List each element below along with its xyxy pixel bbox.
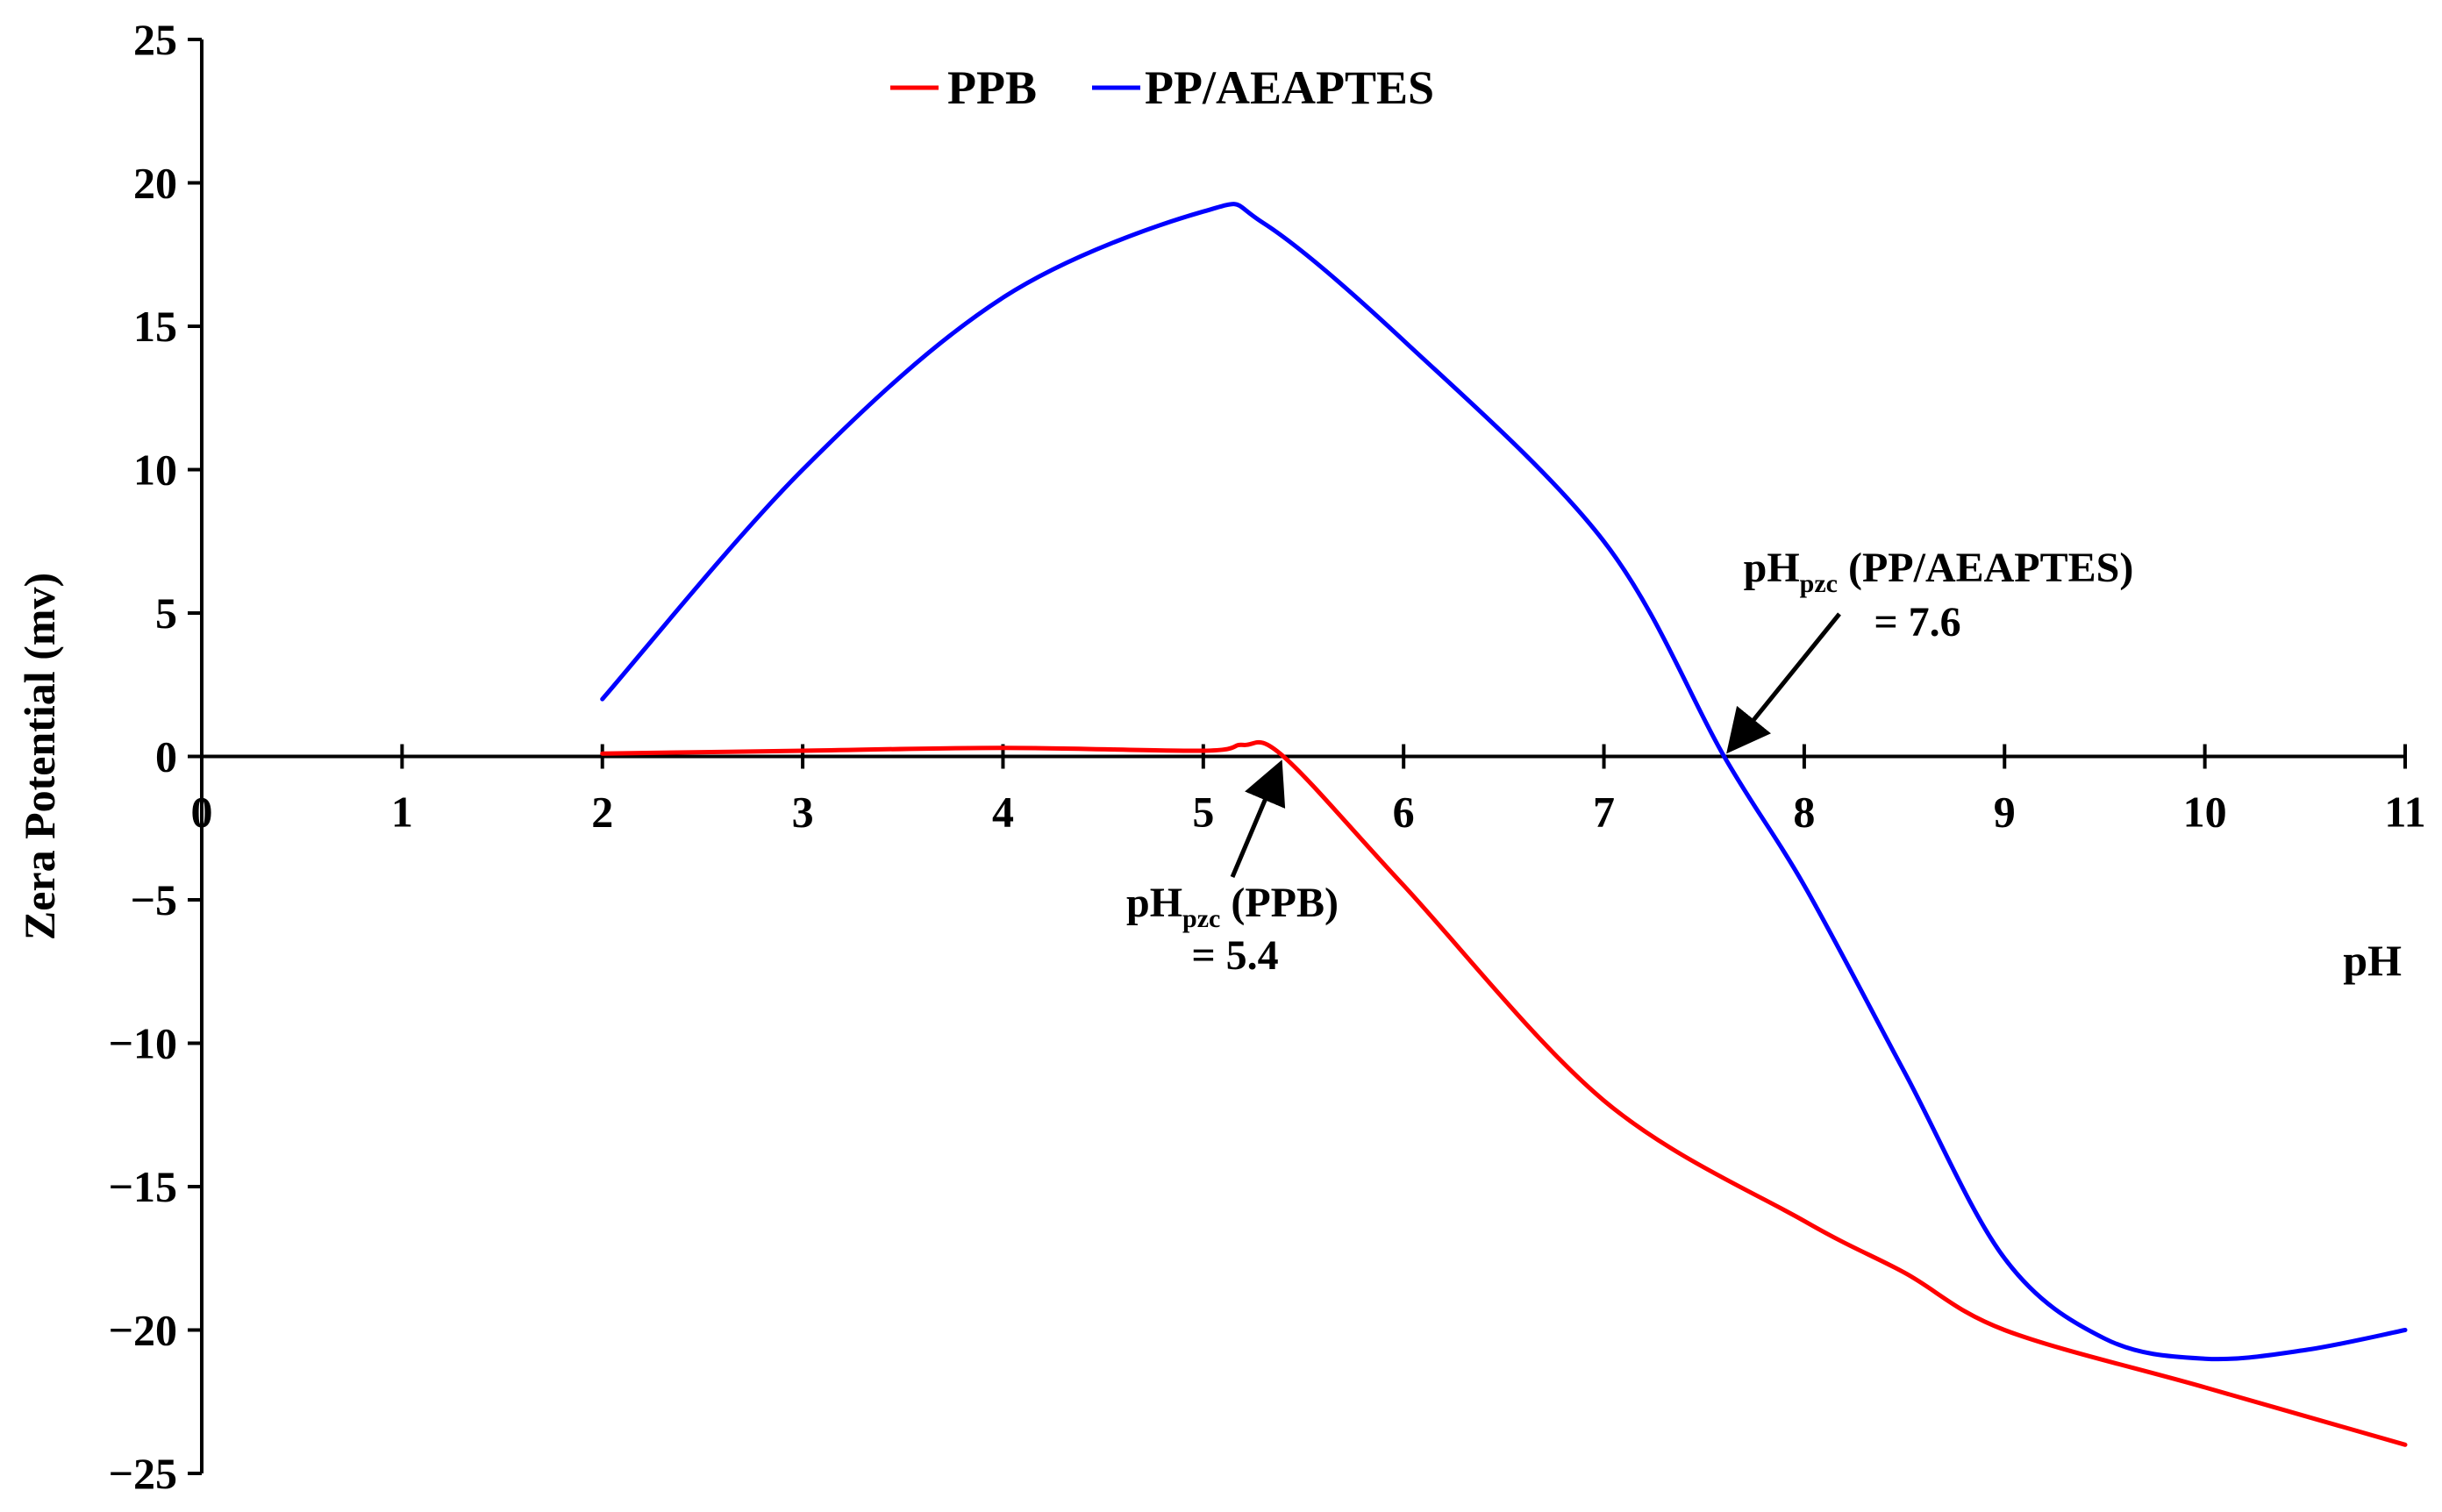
annotation-value: = 7.6 [1874, 599, 1960, 645]
y-axis-title: Zera Potential (mv) [15, 573, 64, 940]
y-tick-label: 20 [133, 159, 177, 208]
series-line-ppb [600, 739, 2408, 1447]
annotation-main: pH [1744, 545, 1800, 591]
x-tick-label: 5 [1192, 788, 1214, 837]
annotation-target-label: (PP/AEAPTES) [1848, 545, 2133, 591]
legend-label: PP/AEAPTES [1145, 61, 1434, 114]
y-tick-label: −10 [109, 1019, 178, 1068]
x-axis-title: pH [2343, 936, 2402, 985]
y-tick-label: −20 [109, 1306, 178, 1355]
x-tick-label: 2 [591, 788, 613, 837]
legend-label: PPB [947, 61, 1037, 114]
y-tick-label: 15 [133, 302, 177, 351]
x-tick-label: 9 [1994, 788, 2016, 837]
series-group [600, 202, 2408, 1447]
x-tick-label: 7 [1593, 788, 1615, 837]
annotation-arrow [1726, 612, 1841, 754]
x-tick-label: 11 [2384, 788, 2425, 837]
annotation-target-label: (PPB) [1231, 880, 1339, 926]
annotation-pzc: pHpzc (PP/AEAPTES) = 7.6 [1726, 545, 2134, 754]
annotation-arrow [1230, 760, 1286, 878]
x-tick-label: 10 [2183, 788, 2227, 837]
y-tick-label: −15 [109, 1162, 178, 1211]
annotation-label: pHpzc (PPB) [1126, 880, 1339, 933]
series-line-pp-aeaptes [600, 202, 2408, 1362]
annotation-sub: pzc [1800, 569, 1838, 598]
x-tick-label: 0 [191, 788, 213, 837]
x-tick-label: 8 [1793, 788, 1815, 837]
annotation-value: = 5.4 [1191, 932, 1278, 979]
x-tick-label: 4 [992, 788, 1014, 837]
y-tick-label: 25 [133, 15, 177, 64]
x-tick-label: 1 [391, 788, 413, 837]
y-tick-label: −5 [131, 875, 178, 924]
x-tick-label: 6 [1393, 788, 1415, 837]
annotation-sub: pzc [1182, 904, 1220, 933]
legend: PPB PP/AEAPTES [890, 61, 1434, 114]
y-tick-label: 0 [155, 732, 177, 781]
annotation-main: pH [1126, 880, 1182, 926]
y-tick-label: −25 [109, 1449, 178, 1498]
annotation-pzc: pHpzc (PPB) = 5.4 [1126, 760, 1339, 979]
annotation-label: pHpzc (PP/AEAPTES) [1744, 545, 2134, 598]
axes: 25 20 15 10 5 0 −5 −10 −15 −20 −25 0 1 2 3 4 5 6 7 8 9 10 11 pH… [15, 15, 2426, 1498]
y-tick-label: 10 [133, 446, 177, 495]
y-tick-label: 5 [155, 588, 177, 638]
x-tick-label: 3 [792, 788, 814, 837]
